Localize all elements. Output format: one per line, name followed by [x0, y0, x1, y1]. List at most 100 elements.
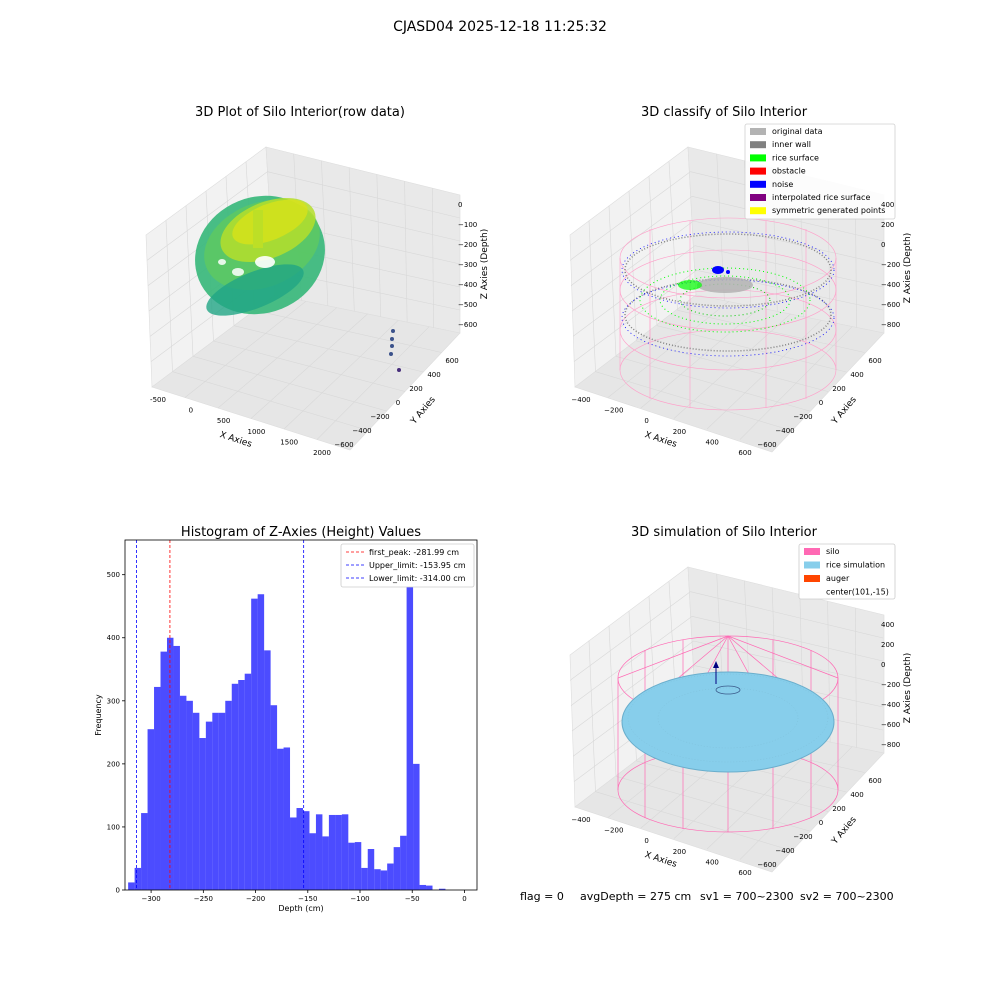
histogram-ytick-label: 200 — [107, 760, 120, 768]
histogram-bar — [341, 814, 349, 890]
histogram-bar — [205, 721, 213, 890]
y-tick-label: −200 — [793, 413, 812, 421]
z-tick-label: −600 — [881, 301, 900, 309]
simulation-zticks: 400 200 0 −200 −400 −600 −800 — [881, 621, 900, 749]
histogram-bar — [141, 813, 148, 890]
y-tick-label: −600 — [757, 861, 776, 869]
y-tick-label: 200 — [409, 385, 422, 393]
z-tick-label: 0 — [458, 201, 462, 209]
histogram-bar — [166, 637, 174, 890]
simulation-ylabel: Y Axies — [830, 815, 859, 847]
histogram-bar — [257, 594, 265, 890]
histogram-bar — [322, 836, 329, 890]
y-tick-label: −200 — [370, 413, 389, 421]
y-tick-label: −400 — [352, 427, 371, 435]
z-tick-label: −800 — [881, 321, 900, 329]
z-tick-label: −600 — [458, 321, 477, 329]
classify-inner-wall — [621, 231, 835, 357]
raw-zlabel: Z Axies (Depth) — [480, 229, 490, 300]
histogram-bar — [302, 811, 310, 890]
histogram-bars — [128, 558, 446, 890]
histogram-legend-label: Upper_limit: -153.95 cm — [369, 561, 466, 570]
x-tick-label: -500 — [150, 396, 166, 404]
y-tick-label: 400 — [427, 371, 440, 379]
classify-yticks: 600 400 200 0 −200 −400 −600 — [757, 357, 881, 449]
histogram-ytick-label: 400 — [107, 634, 120, 642]
histogram-reference-lines — [136, 540, 305, 890]
histogram-xtick-label: −200 — [246, 895, 265, 903]
histogram-bar — [400, 835, 407, 890]
simulation-legend: silo rice simulation auger center(101,-15) — [798, 543, 896, 600]
y-tick-label: −600 — [757, 441, 776, 449]
histogram-bar — [361, 867, 368, 890]
legend-label: rice surface — [772, 153, 819, 162]
histogram-bar — [387, 863, 394, 890]
y-tick-label: 200 — [832, 385, 845, 393]
x-tick-label: 1500 — [280, 438, 298, 446]
x-tick-label: 0 — [189, 407, 193, 415]
histogram-legend: first_peak: -281.99 cm Upper_limit: -153.… — [340, 543, 475, 588]
figure-suptitle: CJASD04 2025-12-18 11:25:32 — [393, 19, 607, 35]
legend-label: auger — [826, 574, 850, 583]
histogram-bar — [244, 673, 252, 890]
z-tick-label: −400 — [881, 701, 900, 709]
histogram-bar — [354, 842, 362, 890]
histogram-xlabel: Depth (cm) — [278, 904, 323, 913]
classify-legend: original data inner wall rice surface obsta… — [744, 123, 896, 220]
histogram-xticks: −300 −250 −200 −150 −100 −50 0 — [141, 890, 467, 903]
z-tick-label: 400 — [881, 621, 894, 629]
y-tick-label: 600 — [445, 357, 458, 365]
y-tick-label: −200 — [793, 833, 812, 841]
classify-xticks: −400 −200 0 200 400 600 — [571, 396, 751, 457]
histogram-yticks: 0 100 200 300 400 500 — [107, 571, 125, 895]
histogram-bar — [277, 748, 284, 890]
panel-classify-3d: 3D classify of Silo Interior — [569, 105, 913, 457]
z-tick-label: 0 — [881, 661, 885, 669]
y-tick-label: −400 — [775, 847, 794, 855]
histogram-bar — [393, 847, 401, 890]
histogram-bar — [309, 833, 316, 890]
histogram-ytick-label: 300 — [107, 697, 120, 705]
histogram-bar — [212, 712, 219, 890]
simulation-zlabel: Z Axies (Depth) — [903, 653, 913, 724]
histogram-bar — [251, 598, 258, 890]
histogram-bar — [225, 700, 232, 890]
histogram-xtick-label: −150 — [298, 895, 317, 903]
histogram-bar — [199, 738, 206, 890]
histogram-bar — [186, 700, 193, 890]
y-tick-label: 400 — [850, 371, 863, 379]
legend-label: rice simulation — [826, 561, 885, 570]
histogram-bar — [426, 885, 433, 890]
z-tick-label: −100 — [458, 221, 477, 229]
simulation-center-marker — [713, 661, 719, 684]
z-tick-label: −600 — [881, 721, 900, 729]
histogram-ytick-label: 0 — [116, 887, 120, 895]
x-tick-label: −200 — [604, 407, 623, 415]
legend-label: center(101,-15) — [826, 588, 889, 597]
simulation-title: 3D simulation of Silo Interior — [631, 525, 818, 540]
raw-yticks: 600 400 200 0 −200 −400 −600 — [334, 357, 458, 449]
y-tick-label: 400 — [850, 791, 863, 799]
histogram-bar — [218, 712, 226, 890]
histogram-bar — [296, 808, 303, 890]
classify-title: 3D classify of Silo Interior — [641, 105, 808, 120]
raw-ylabel: Y Axies — [409, 395, 438, 427]
histogram-xtick-label: 0 — [462, 895, 466, 903]
histogram-bar — [374, 869, 381, 890]
histogram-bar — [173, 645, 180, 890]
raw-zticks: 0 −100 −200 −300 −400 −500 −600 — [458, 201, 477, 329]
histogram-xtick-label: −100 — [350, 895, 369, 903]
histogram-ylabel: Frequency — [94, 694, 103, 736]
histogram-bar — [154, 686, 161, 890]
y-tick-label: −400 — [775, 427, 794, 435]
legend-label: original data — [772, 127, 823, 136]
y-tick-label: −600 — [334, 441, 353, 449]
histogram-bar — [406, 558, 414, 890]
histogram-bar — [264, 650, 271, 890]
histogram-bar — [179, 695, 187, 890]
histogram-xtick-label: −300 — [141, 895, 160, 903]
histogram-bar — [438, 888, 446, 890]
simulation-xticks: −400 −200 0 200 400 600 — [571, 816, 751, 877]
classify-zlabel: Z Axies (Depth) — [903, 233, 913, 304]
histogram-xtick-label: −250 — [194, 895, 213, 903]
